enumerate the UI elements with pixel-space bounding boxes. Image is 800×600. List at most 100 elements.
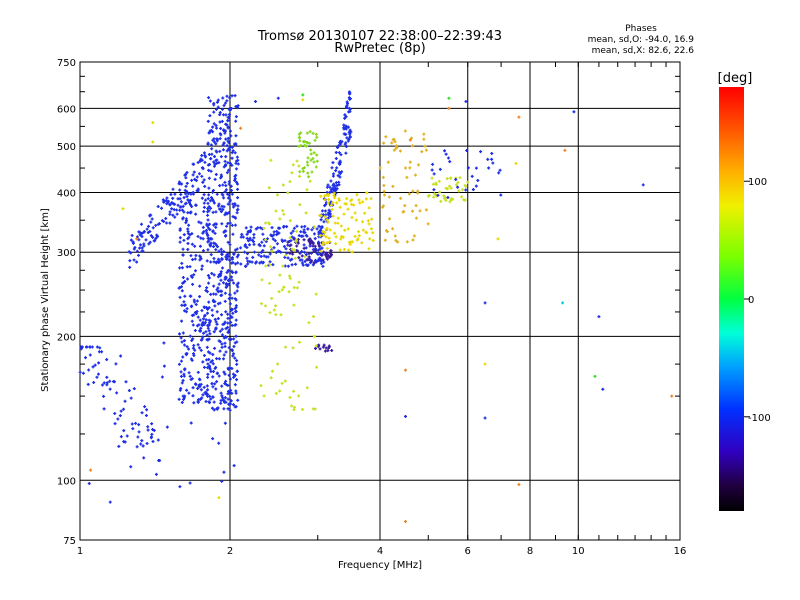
data-point bbox=[216, 286, 220, 290]
data-point bbox=[253, 250, 257, 254]
data-point bbox=[210, 359, 214, 363]
data-point bbox=[209, 143, 213, 147]
data-point bbox=[92, 381, 96, 385]
data-point bbox=[215, 158, 219, 162]
data-point bbox=[226, 316, 230, 320]
data-point bbox=[298, 174, 302, 178]
data-point bbox=[381, 175, 385, 179]
data-point bbox=[202, 385, 206, 389]
data-point bbox=[345, 100, 349, 104]
data-point bbox=[234, 318, 238, 322]
data-point bbox=[321, 345, 325, 349]
data-point bbox=[190, 205, 194, 209]
data-point bbox=[314, 165, 318, 169]
data-point bbox=[192, 344, 196, 348]
data-point bbox=[286, 191, 290, 195]
data-point bbox=[227, 180, 231, 184]
data-point bbox=[196, 189, 200, 193]
data-point bbox=[337, 151, 341, 155]
data-point bbox=[279, 313, 283, 317]
data-point bbox=[189, 254, 193, 258]
colorbar bbox=[719, 87, 744, 511]
data-point bbox=[420, 150, 424, 154]
data-point bbox=[215, 310, 219, 314]
data-point bbox=[84, 356, 88, 360]
x-tick-label: 16 bbox=[674, 546, 687, 557]
data-point bbox=[226, 240, 230, 244]
data-point bbox=[295, 224, 299, 228]
data-point bbox=[308, 261, 312, 265]
data-point bbox=[206, 218, 210, 222]
data-point bbox=[447, 96, 451, 100]
data-point bbox=[142, 456, 146, 460]
data-point bbox=[337, 144, 341, 148]
data-point bbox=[180, 261, 184, 265]
data-point bbox=[234, 310, 238, 314]
data-point bbox=[294, 262, 298, 266]
data-point bbox=[328, 212, 332, 216]
data-point bbox=[408, 166, 412, 170]
data-point bbox=[232, 281, 236, 285]
data-point bbox=[179, 205, 183, 209]
data-point bbox=[199, 348, 203, 352]
data-point bbox=[274, 209, 278, 213]
data-point bbox=[460, 195, 464, 199]
data-point bbox=[205, 224, 209, 228]
data-point bbox=[282, 285, 286, 289]
data-point bbox=[403, 166, 407, 170]
data-point bbox=[228, 366, 232, 370]
data-point bbox=[182, 196, 186, 200]
data-point bbox=[222, 357, 226, 361]
data-point bbox=[288, 251, 292, 255]
data-point bbox=[206, 163, 210, 167]
data-point bbox=[384, 135, 388, 139]
data-point bbox=[300, 254, 304, 258]
data-point bbox=[226, 161, 230, 165]
data-point bbox=[206, 375, 210, 379]
data-point bbox=[347, 106, 351, 110]
data-point bbox=[391, 184, 395, 188]
data-point bbox=[223, 372, 227, 376]
data-point bbox=[234, 334, 238, 338]
data-point bbox=[430, 168, 434, 172]
data-point bbox=[214, 107, 218, 111]
data-point bbox=[235, 362, 239, 366]
data-point bbox=[205, 311, 209, 315]
data-point bbox=[182, 238, 186, 242]
data-point bbox=[207, 152, 211, 156]
x-axis-label: Frequency [MHz] bbox=[338, 560, 422, 571]
data-point bbox=[224, 379, 228, 383]
data-point bbox=[197, 172, 201, 176]
data-point bbox=[206, 141, 210, 145]
data-point bbox=[190, 242, 194, 246]
data-point bbox=[309, 158, 313, 162]
data-point bbox=[307, 240, 311, 244]
data-point bbox=[290, 235, 294, 239]
data-point bbox=[308, 130, 312, 134]
data-point bbox=[192, 313, 196, 317]
data-point bbox=[217, 496, 221, 500]
data-point bbox=[179, 336, 183, 340]
data-point bbox=[414, 204, 418, 208]
data-point bbox=[207, 222, 211, 226]
data-point bbox=[479, 150, 483, 154]
data-point bbox=[209, 292, 213, 296]
data-point bbox=[336, 216, 340, 220]
data-point bbox=[194, 382, 198, 386]
data-point bbox=[207, 400, 211, 404]
data-point bbox=[432, 192, 436, 196]
data-point bbox=[311, 156, 315, 160]
data-point bbox=[198, 295, 202, 299]
data-point bbox=[432, 195, 436, 199]
data-point bbox=[228, 258, 232, 262]
data-point bbox=[212, 241, 216, 245]
data-point bbox=[234, 298, 238, 302]
data-point bbox=[332, 194, 336, 198]
data-point bbox=[517, 115, 521, 119]
data-point bbox=[273, 239, 277, 243]
data-point bbox=[218, 149, 222, 153]
data-point bbox=[327, 236, 331, 240]
data-point bbox=[259, 302, 263, 306]
data-point bbox=[206, 197, 210, 201]
data-point bbox=[333, 186, 337, 190]
